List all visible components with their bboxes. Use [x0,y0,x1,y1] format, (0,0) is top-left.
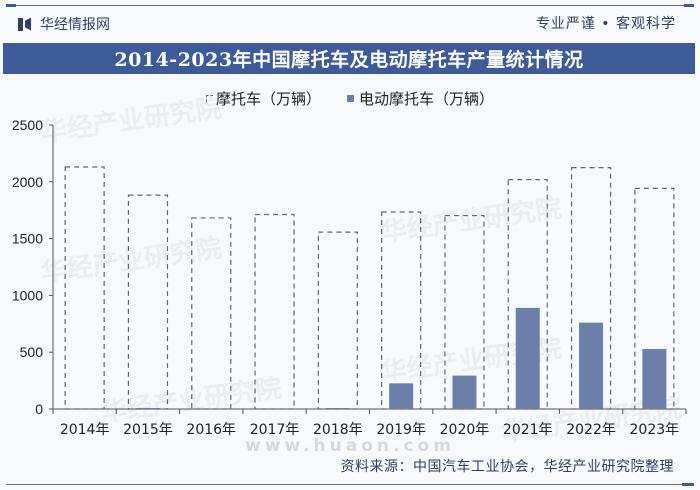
x-tick-label: 2016年 [186,422,236,438]
y-tick-label: 2000 [12,174,43,190]
bar-electric-motorcycle [642,349,667,409]
x-tick-label: 2017年 [250,422,300,438]
y-tick-label: 2500 [12,117,43,133]
data-source: 资料来源：中国汽车工业协会，华经产业研究院整理 [340,459,674,475]
bar-motorcycle [191,217,232,410]
brand: 华经情报网 [18,14,110,34]
brand-name: 华经情报网 [40,17,110,33]
x-tick-label: 2022年 [566,422,616,438]
x-tick-label: 2023年 [630,422,680,438]
x-tick-label: 2019年 [376,422,426,438]
legend-item-electric-motorcycle: 电动摩托车（万辆） [347,88,494,109]
brand-logo-icon [18,17,32,31]
bar-motorcycle [507,179,548,410]
legend-swatch-solid-icon [347,95,354,102]
watermark-url: www.huaon.com [245,436,455,456]
chart-title: 2014-2023年中国摩托车及电动摩托车产量统计情况 [114,49,584,71]
top-rule-cap-left [6,4,16,7]
top-rule [6,5,694,6]
legend-item-motorcycle: 摩托车（万辆） [205,88,321,109]
bar-motorcycle [317,231,358,410]
x-tick-label: 2015年 [123,422,173,438]
legend-label: 摩托车（万辆） [215,90,321,108]
bar-electric-motorcycle [135,408,160,409]
bar-electric-motorcycle [579,322,604,409]
x-tick-label: 2018年 [313,422,363,438]
chart-legend: 摩托车（万辆） 电动摩托车（万辆） [0,88,700,109]
legend-swatch-dashed-icon [205,95,213,102]
bar-motorcycle [381,211,422,410]
slogan: 专业严谨 • 客观科学 [535,16,676,32]
bar-electric-motorcycle [325,408,350,409]
x-tick-label: 2014年 [60,422,110,438]
y-tick-label: 1500 [12,231,43,247]
bar-electric-motorcycle [452,375,477,409]
bar-motorcycle [64,166,105,410]
top-rule-cap-right [684,4,694,7]
y-tick-label: 500 [20,344,44,360]
bar-motorcycle [444,214,485,410]
bar-electric-motorcycle [389,383,414,409]
bottom-rule-cap [682,483,694,486]
bar-motorcycle [254,213,295,410]
x-tick-label: 2020年 [440,422,490,438]
y-tick-label: 1000 [12,287,43,303]
y-tick-label: 0 [35,401,43,417]
bar-motorcycle [127,194,169,410]
bar-electric-motorcycle [515,307,540,409]
x-tick-label: 2021年 [503,422,553,438]
legend-label: 电动摩托车（万辆） [359,90,495,108]
bottom-rule [6,484,694,485]
chart-title-bar: 2014-2023年中国摩托车及电动摩托车产量统计情况 [3,43,695,74]
